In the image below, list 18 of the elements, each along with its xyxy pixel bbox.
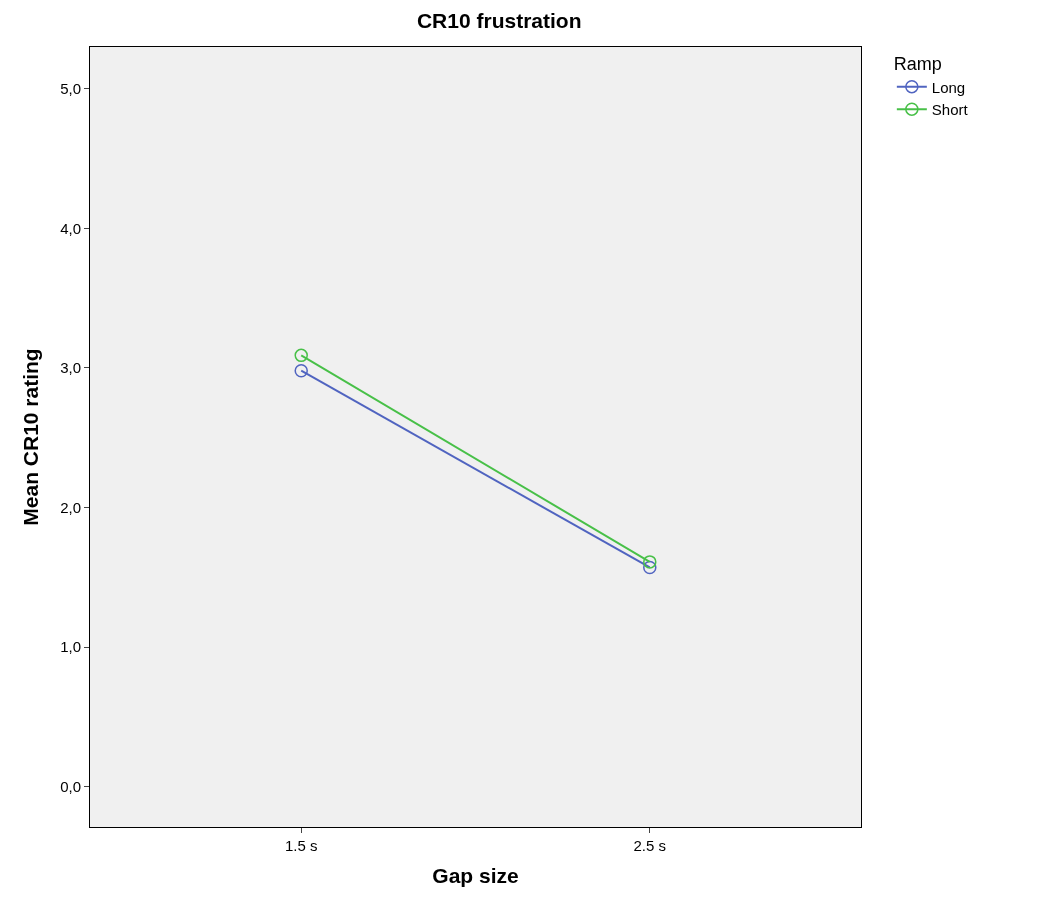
point [294, 363, 308, 378]
y-tick-label: 0,0 [60, 777, 81, 795]
y-tick-label: 1,0 [60, 638, 81, 656]
x-axis-title: Gap size [432, 864, 519, 888]
point [643, 555, 657, 569]
legend-label: Long [931, 78, 966, 96]
point [643, 560, 657, 575]
x-tick-label: 2.5 s [633, 837, 667, 854]
y-tick-label: 5,0 [60, 80, 81, 98]
x-tick-label: 1.5 s [284, 837, 318, 854]
legend-label: Short [931, 101, 969, 118]
y-tick-label: 2,0 [60, 498, 81, 516]
y-tick-label: 3,0 [60, 359, 81, 377]
legend-title: Ramp [893, 54, 942, 75]
y-tick-label: 4,0 [60, 219, 81, 237]
chart-title: CR10 frustration [416, 9, 582, 33]
y-axis-title: Mean CR10 rating [19, 348, 43, 526]
point [294, 348, 308, 363]
